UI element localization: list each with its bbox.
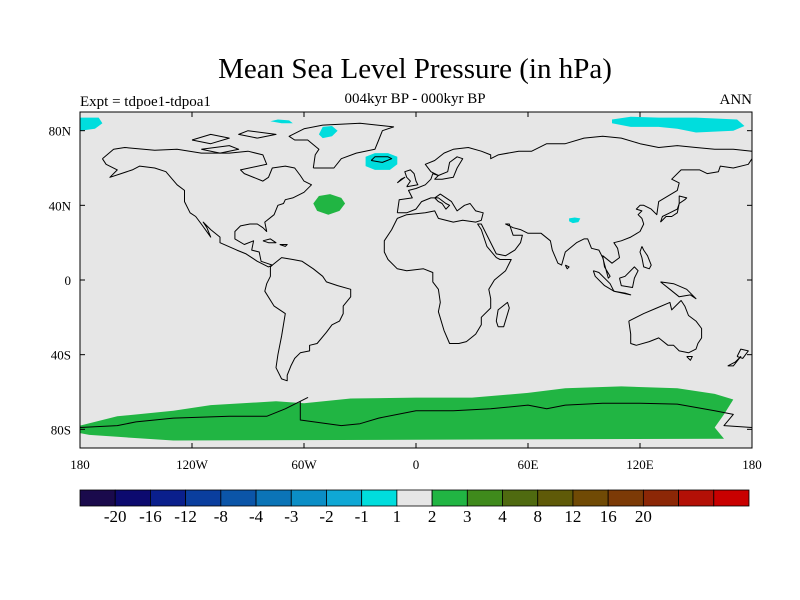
colorbar-label: -20 [104,507,127,526]
coastline [619,266,639,288]
colorbar-swatch [79,489,116,507]
colorbar-label: 16 [600,507,617,526]
region-southern-ocean-positive [80,386,734,441]
colorbar-swatch [185,489,222,507]
region-greenland-east-negative [318,126,338,139]
coastline [396,135,752,213]
coastline [613,290,632,296]
x-tick-label: 120E [626,457,654,472]
experiment-label: Expt = tdpoe1-tdpoa1 [80,94,211,110]
chart-title: Mean Sea Level Pressure (in hPa) [218,53,612,85]
coastline [264,257,352,382]
colorbar-label: -2 [319,507,333,526]
colorbar-label: -3 [284,507,298,526]
colorbar-swatch [396,489,433,507]
colorbar-label: 4 [498,507,507,526]
coastline [288,122,395,169]
y-tick-label: 40N [49,198,72,213]
colorbar-swatch [290,489,327,507]
region-arctic-pacific-negative [612,116,745,133]
x-tick-label: 0 [413,457,420,472]
colorbar-label: -16 [139,507,162,526]
coastline [686,356,693,361]
coastline [727,356,742,367]
colorbar-label: -8 [214,507,228,526]
coastline [404,169,419,188]
colorbar-swatch [713,489,750,507]
colorbar-swatch [502,489,539,507]
colorbar-swatch [361,489,398,507]
colorbar-label: 8 [533,507,542,526]
colorbar-swatch [678,489,715,507]
y-tick-label: 40S [51,348,71,363]
map-axes: 180 120W 60W 0 60E 120E 180 80N 40N 0 40S 80S [49,112,762,472]
coastline [238,130,277,139]
region-tibet-negative [569,217,581,224]
chart-subtitle: 004kyr BP - 000kyr BP [344,91,486,107]
coastline [678,195,688,204]
colorbar-swatch [431,489,468,507]
colorbar-swatch [255,489,292,507]
colorbar-label: 1 [393,507,402,526]
coastline [101,147,312,268]
coastline [396,176,406,184]
x-tick-label: 60E [518,457,539,472]
coastline [639,246,652,270]
colorbar-label: 2 [428,507,437,526]
region-norwegian-sea-negative [365,153,398,170]
x-tick-label: 60W [291,457,317,472]
coastline [262,238,277,244]
colorbar-label: -4 [249,507,264,526]
colorbar-swatch [642,489,679,507]
colorbar-label: 12 [564,507,581,526]
coastline [736,348,749,359]
x-tick-label: 180 [742,457,762,472]
y-tick-label: 80N [49,124,72,139]
y-tick-label: 0 [65,273,72,288]
colorbar-swatch [114,489,151,507]
colorbar-swatch [537,489,574,507]
x-tick-label: 180 [70,457,90,472]
coastline [201,145,240,154]
colorbar-label: -1 [355,507,369,526]
y-tick-label: 80S [51,422,71,437]
x-tick-label: 120W [176,457,209,472]
colorbar-swatch [326,489,363,507]
coastline [191,133,230,145]
season-label: ANN [719,92,753,108]
colorbar-swatch [607,489,644,507]
coastline [279,244,288,247]
colorbar-label: -12 [174,507,197,526]
colorbar-swatch [220,489,257,507]
coastline [564,264,570,270]
coastline [660,281,697,300]
colorbar-label: 3 [463,507,472,526]
colorbar-swatch [572,489,609,507]
region-bering-strait-negative [80,117,103,131]
coastlines [80,122,752,428]
coastline [370,156,393,163]
colorbar: -20 -16 -12 -8 -4 -3 -2 -1 1 2 3 4 8 12 16 20 [79,489,750,526]
colorbar-swatch [150,489,187,507]
coastline [628,300,703,354]
region-north-atlantic-positive [313,194,346,215]
coastline [383,158,752,344]
coastline [80,397,752,428]
coastline [495,301,510,328]
colorbar-swatch [466,489,503,507]
colorbar-label: 20 [635,507,652,526]
region-canadian-arctic-negative [270,119,293,124]
